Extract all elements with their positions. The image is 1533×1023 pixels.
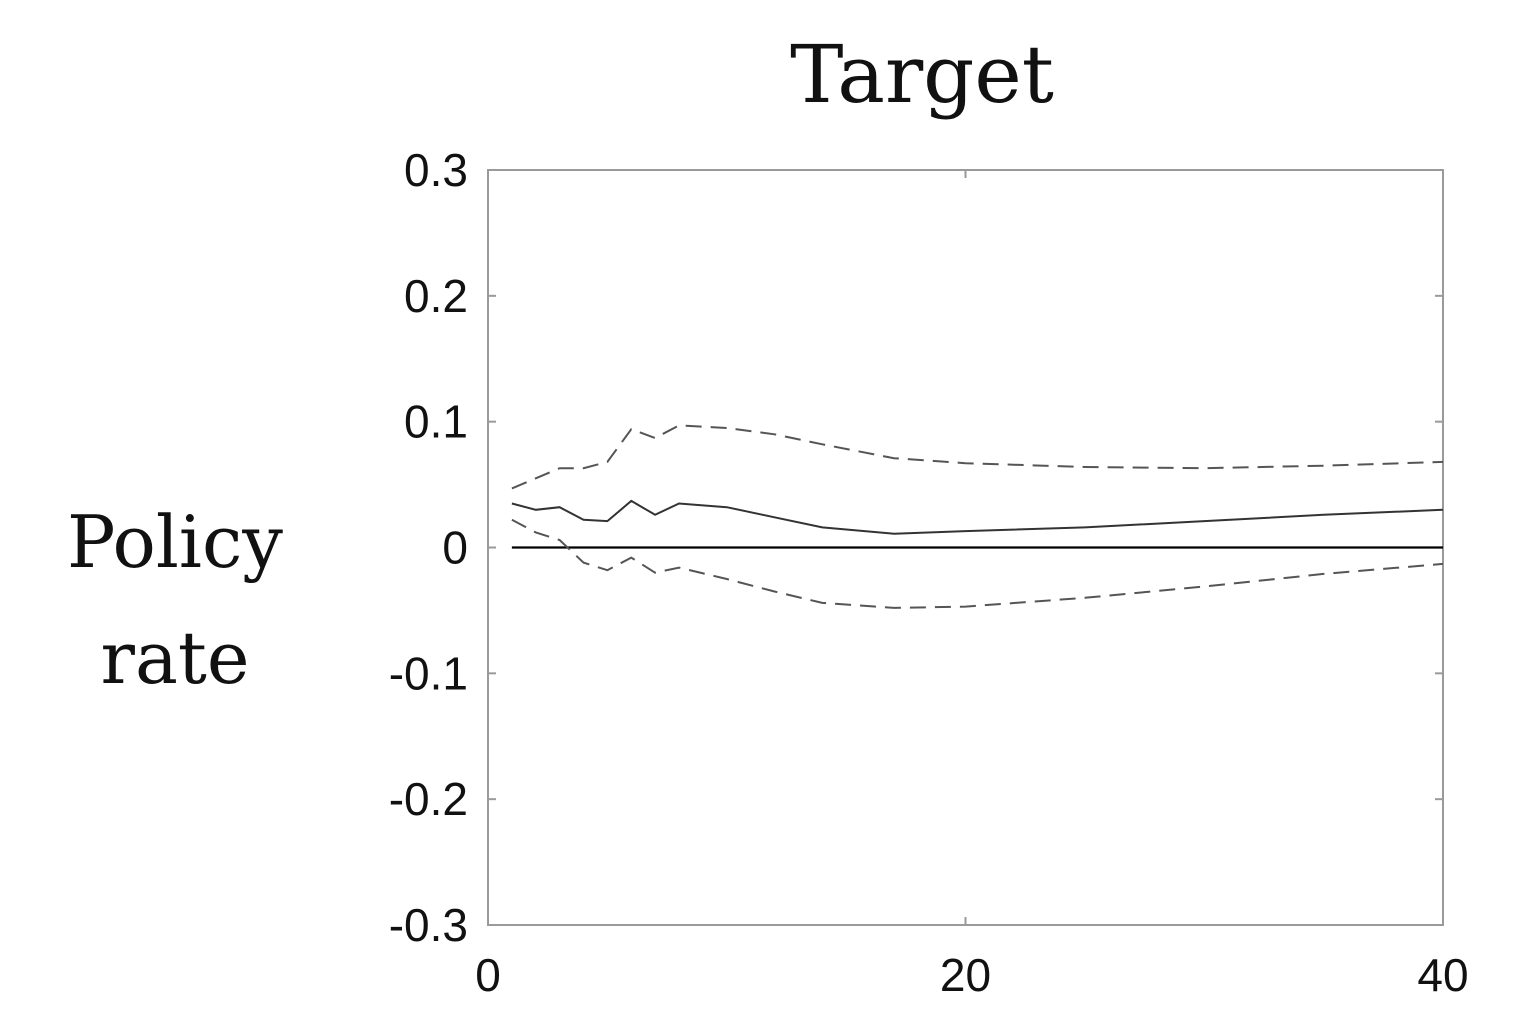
- series-line-dashed-upper: [511, 424, 1444, 490]
- y-tick-label: -0.2: [389, 773, 468, 825]
- y-tick-label: -0.3: [389, 899, 468, 951]
- series-line-solid: [511, 499, 1444, 535]
- x-tick-label: 20: [940, 949, 991, 1001]
- chart-title: Target: [790, 28, 1054, 121]
- y-axis-label-line-1: Policy: [67, 500, 283, 584]
- y-axis-label-line-2: rate: [101, 616, 250, 700]
- series-line-dashed-lower: [511, 518, 1444, 609]
- x-tick-label: 40: [1417, 949, 1468, 1001]
- y-tick-label: -0.1: [389, 647, 468, 699]
- y-tick-label: 0.2: [404, 270, 468, 322]
- y-tick-label: 0.1: [404, 396, 468, 448]
- series-group: [511, 424, 1444, 609]
- y-axis-ticks: 0.3 0.2 0.1 0 -0.1 -0.2 -0.3: [389, 144, 1443, 951]
- x-tick-label: 0: [475, 949, 501, 1001]
- y-tick-label: 0.3: [404, 144, 468, 196]
- x-axis-ticks: 0 20 40: [475, 170, 1469, 1001]
- y-tick-label: 0: [442, 522, 468, 574]
